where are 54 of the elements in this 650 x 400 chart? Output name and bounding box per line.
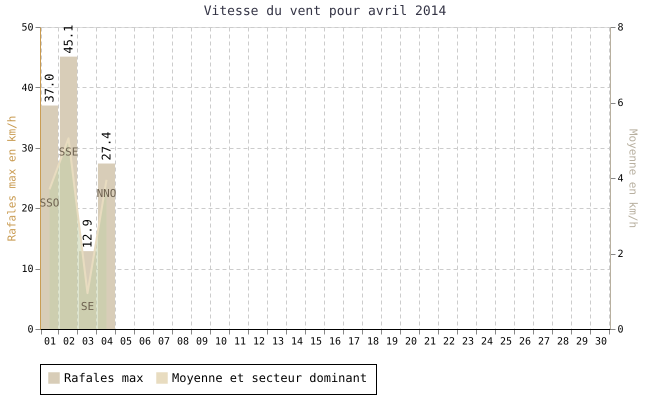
x-tick-label: 08	[176, 336, 190, 348]
data-label: 12.9	[80, 219, 94, 248]
y-tick-label: 10	[21, 264, 34, 276]
y2-axis-title: Moyenne en km/h	[626, 128, 640, 228]
x-tick-label: 01	[44, 336, 56, 348]
x-tick-label: 26	[518, 336, 532, 348]
x-tick-label: 02	[62, 336, 76, 348]
y2-tick-label: 4	[618, 174, 624, 184]
bar	[60, 56, 78, 329]
x-tick-label: 25	[500, 336, 512, 348]
y2-tick-label: 6	[618, 98, 624, 109]
x-tick-label: 05	[120, 336, 132, 348]
x-tick-label: 06	[138, 336, 152, 348]
x-tick-label: 28	[556, 336, 570, 348]
y-tick-label: 20	[21, 204, 34, 215]
data-label: 27.4	[100, 132, 114, 161]
x-tick-label: 17	[348, 336, 360, 348]
x-tick-label: 19	[386, 336, 398, 348]
data-label: 37.0	[42, 74, 56, 103]
legend-label: Rafales max	[64, 371, 144, 385]
x-tick-label: 22	[442, 336, 456, 348]
x-tick-label: 12	[252, 336, 266, 348]
chart-title: Vitesse du vent pour avril 2014	[204, 4, 446, 19]
x-tick-label: 15	[310, 336, 322, 348]
x-tick-label: 24	[480, 336, 494, 348]
x-tick-label: 27	[538, 336, 550, 348]
annotation: SE	[80, 300, 94, 314]
x-tick-label: 14	[290, 336, 304, 348]
x-tick-label: 03	[82, 336, 94, 348]
x-tick-label: 16	[328, 336, 342, 348]
y-tick-label: 0	[27, 324, 34, 336]
legend-label: Moyenne et secteur dominant	[172, 371, 368, 385]
y-tick-label: 40	[21, 82, 34, 94]
x-tick-label: 07	[158, 336, 170, 348]
x-tick-label: 13	[272, 336, 284, 348]
x-tick-label: 09	[196, 336, 208, 348]
data-label: 45.1	[62, 24, 76, 54]
x-tick-label: 23	[462, 336, 474, 348]
x-tick-label: 21	[424, 336, 436, 348]
x-tick-label: 11	[234, 336, 246, 348]
x-tick-label: 18	[366, 336, 380, 348]
bar	[40, 106, 58, 329]
y-tick-label: 30	[21, 143, 34, 154]
y2-tick-label: 2	[618, 249, 624, 260]
y2-tick-label: 0	[618, 324, 624, 336]
y-axis-title: Rafales max en km/h	[5, 116, 18, 242]
x-tick-label: 20	[404, 336, 418, 348]
x-tick-label: 04	[100, 336, 114, 348]
y2-tick-label: 8	[618, 22, 624, 34]
y-tick-label: 50	[21, 22, 34, 34]
bar	[98, 164, 116, 329]
x-tick-label: 10	[214, 336, 228, 348]
x-tick-label: 29	[576, 336, 588, 348]
x-tick-label: 30	[594, 336, 608, 348]
